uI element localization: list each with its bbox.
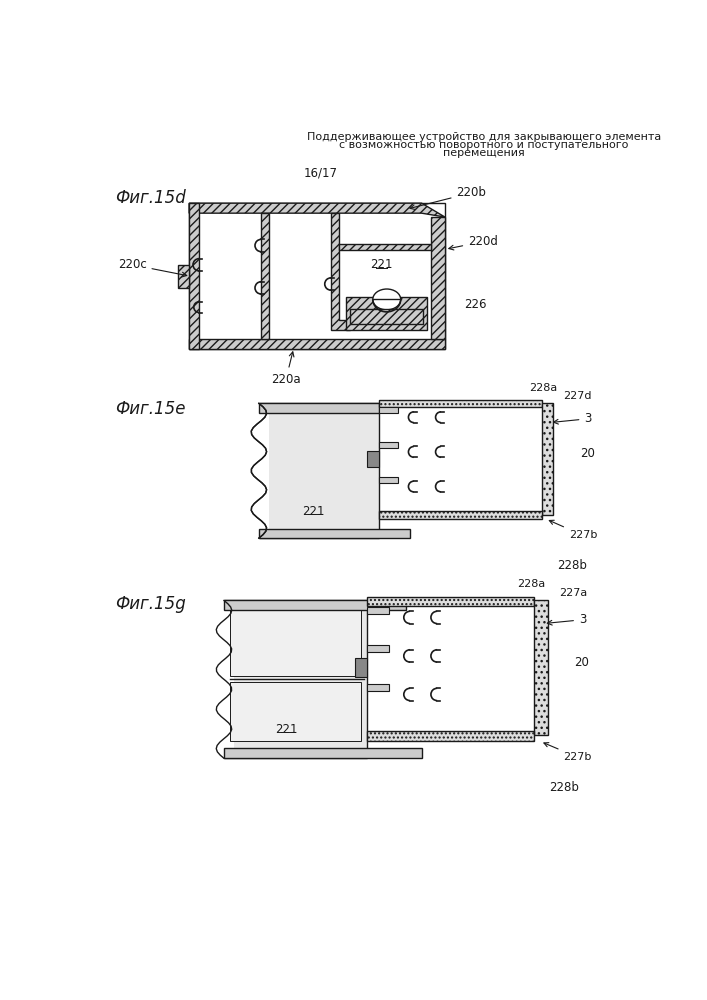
Text: 220d: 220d: [449, 235, 498, 250]
Bar: [250, 403, 269, 538]
Bar: [346, 297, 427, 330]
Text: 221: 221: [302, 505, 325, 518]
Polygon shape: [189, 203, 445, 217]
Text: 228b: 228b: [557, 559, 587, 572]
Polygon shape: [331, 213, 351, 330]
Bar: [368, 731, 534, 741]
Bar: [355, 658, 368, 677]
Bar: [230, 682, 361, 741]
Text: 20: 20: [580, 447, 595, 460]
Bar: [379, 511, 542, 519]
Bar: [379, 442, 398, 448]
Polygon shape: [189, 203, 199, 349]
Polygon shape: [339, 244, 431, 250]
Text: Фиг.15g: Фиг.15g: [115, 595, 186, 613]
Bar: [368, 597, 534, 606]
Bar: [542, 403, 554, 515]
Bar: [189, 203, 445, 349]
Bar: [224, 748, 421, 758]
Bar: [368, 684, 389, 691]
Bar: [214, 600, 234, 758]
Text: 228a: 228a: [518, 579, 546, 589]
Bar: [534, 600, 548, 735]
Text: 227a: 227a: [559, 588, 587, 598]
Bar: [259, 529, 410, 538]
Bar: [379, 400, 542, 407]
Polygon shape: [177, 265, 189, 288]
Text: 227d: 227d: [563, 391, 591, 401]
Text: 220b: 220b: [410, 186, 486, 209]
Text: 227b: 227b: [544, 743, 592, 762]
Text: перемещения: перемещения: [443, 148, 525, 158]
Bar: [368, 451, 379, 466]
Text: 228b: 228b: [549, 781, 579, 794]
Text: 3: 3: [554, 412, 592, 425]
Bar: [259, 403, 379, 413]
Bar: [368, 607, 389, 614]
Text: 221: 221: [275, 723, 297, 736]
Ellipse shape: [373, 289, 401, 310]
Bar: [351, 309, 423, 324]
Text: Фиг.15d: Фиг.15d: [115, 189, 186, 207]
Text: 227b: 227b: [549, 520, 597, 540]
Text: 220a: 220a: [271, 352, 300, 386]
Bar: [379, 477, 398, 483]
Text: Фиг.15e: Фиг.15e: [115, 400, 186, 418]
Text: с возможностью поворотного и поступательного: с возможностью поворотного и поступатель…: [339, 140, 629, 150]
Bar: [259, 403, 379, 538]
Text: 228a: 228a: [529, 383, 557, 393]
Bar: [379, 407, 398, 413]
Text: 20: 20: [574, 656, 589, 669]
Polygon shape: [431, 217, 445, 339]
Text: 221: 221: [370, 258, 392, 271]
Polygon shape: [189, 339, 445, 349]
Bar: [224, 600, 368, 758]
Text: 3: 3: [547, 613, 586, 626]
Bar: [368, 645, 389, 652]
Bar: [230, 607, 361, 676]
Text: 226: 226: [464, 298, 486, 311]
Text: Поддерживающее устройство для закрывающего элемента: Поддерживающее устройство для закрывающе…: [307, 132, 661, 142]
Text: 16/17: 16/17: [304, 166, 338, 179]
Polygon shape: [261, 213, 269, 339]
Bar: [224, 600, 406, 610]
Text: 220c: 220c: [118, 258, 187, 277]
